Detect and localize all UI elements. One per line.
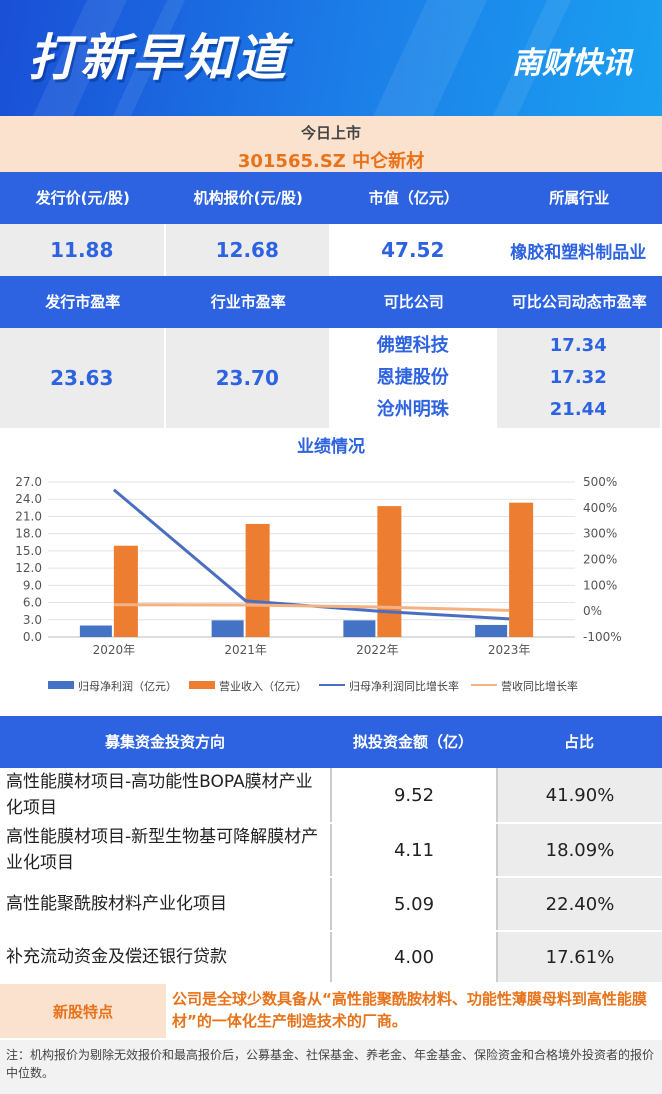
legend-label: 归母净利润同比增长率 [349,679,459,693]
bar [211,620,244,637]
header-banner: 打新早知道 南财快讯 [0,0,662,116]
y-tick-label: 18.0 [15,527,42,541]
y-tick-label: 15.0 [15,544,42,558]
project-amount: 5.09 [330,878,496,930]
header-row-1: 发行价(元/股) 机构报价(元/股) 市值（亿元） 所属行业 [0,172,662,224]
y2-tick-label: 400% [583,501,617,515]
institution-price: 12.68 [165,224,331,276]
performance-chart: 27.0 24.0 21.0 18.0 15.0 12.0 9.0 6.0 3.0 0.0 500%… [15,475,622,693]
project-pct: 22.40% [496,878,662,930]
y2-tick-label: 200% [583,553,617,567]
legend-label: 归母净利润（亿元） [78,679,177,693]
bar [113,545,138,637]
comparable-pe: 17.34 17.32 21.44 [496,328,662,428]
company-pe: 17.32 [549,367,607,388]
col-header: 募集资金投资方向 [104,733,225,751]
project-name: 高性能膜材项目-新型生物基可降解膜材产业化项目 [0,824,330,876]
col-header: 可比公司动态市盈率 [511,293,647,311]
fund-header: 募集资金投资方向 拟投资金额（亿） 占比 [0,716,662,768]
y2-tick-label: 300% [583,527,617,541]
project-amount: 4.11 [330,824,496,876]
col-header: 市值（亿元） [368,189,459,207]
project-name: 高性能聚酰胺材料产业化项目 [0,878,330,930]
x-tick-label: 2023年 [488,643,531,657]
y-tick-label: 21.0 [15,509,42,523]
col-header: 可比公司 [383,293,444,311]
feature-text: 公司是全球少数具备从“高性能聚酰胺材料、功能性薄膜母料到高性能膜材”的一体化生产… [166,984,662,1038]
project-pct: 41.90% [496,768,662,822]
col-header: 发行市盈率 [45,293,121,311]
comparable-companies: 佛塑科技 恩捷股份 沧州明珠 [331,328,497,428]
bar [377,506,402,637]
y-tick-label: 3.0 [23,613,42,627]
table-row: 高性能膜材项目-高功能性BOPA膜材产业化项目 9.52 41.90% [0,768,662,824]
feature-label: 新股特点 [0,984,166,1038]
today-listing: 今日上市 301565.SZ 中仑新材 [0,116,662,172]
y-tick-label: 6.0 [23,596,42,610]
company-name: 佛塑科技 [376,335,449,356]
chart-title: 业绩情况 [297,437,365,457]
y-tick-label: 24.0 [15,492,42,506]
bar [475,624,508,637]
y2-tick-label: 500% [583,475,617,489]
bar [509,502,534,637]
legend-swatch [48,681,74,689]
brand-logo: 南财快讯 [512,46,632,81]
company-pe: 17.34 [549,335,607,356]
legend-swatch [189,681,215,689]
series-line [112,488,510,621]
col-header: 占比 [563,733,594,751]
y-tick-label: 0.0 [23,630,42,644]
project-name: 补充流动资金及偿还银行贷款 [0,932,330,982]
today-label: 今日上市 [300,124,361,142]
y2-tick-label: 100% [583,578,617,592]
footnote: 注：机构报价为剔除无效报价和最高报价后，公募基金、社保基金、养老金、年金基金、保… [0,1040,662,1094]
y2-tick-label: -100% [583,630,622,644]
company-pe: 21.44 [549,399,607,420]
stock-name: 301565.SZ 中仑新材 [237,151,425,172]
legend-label: 营收同比增长率 [501,679,578,693]
industry: 橡胶和塑料制品业 [497,224,662,276]
market-value: 47.52 [331,224,497,276]
col-header: 行业市盈率 [210,293,286,311]
x-tick-label: 2021年 [224,643,267,657]
table-row: 补充流动资金及偿还银行贷款 4.00 17.61% [0,932,662,984]
company-name: 恩捷股份 [376,367,449,388]
y-tick-label: 12.0 [15,561,42,575]
value-row-1: 11.88 12.68 47.52 橡胶和塑料制品业 [0,224,662,276]
bar [79,625,112,637]
bar [245,523,270,637]
y-tick-label: 27.0 [15,475,42,489]
col-header: 拟投资金额（亿） [352,733,473,751]
col-header: 机构报价(元/股) [193,189,303,207]
project-amount: 4.00 [330,932,496,982]
header-row-2: 发行市盈率 行业市盈率 可比公司 可比公司动态市盈率 [0,276,662,328]
issue-price: 11.88 [0,224,166,276]
feature-row: 新股特点 公司是全球少数具备从“高性能聚酰胺材料、功能性薄膜母料到高性能膜材”的… [0,984,662,1038]
banner-title: 打新早知道 [28,29,288,87]
y2-tick-label: 0% [583,604,602,618]
value-row-2: 23.63 23.70 佛塑科技 恩捷股份 沧州明珠 17.34 17.32 2… [0,328,662,428]
project-pct: 17.61% [496,932,662,982]
y-tick-label: 9.0 [23,578,42,592]
company-name: 沧州明珠 [376,399,449,420]
table-row: 高性能膜材项目-新型生物基可降解膜材产业化项目 4.11 18.09% [0,824,662,878]
legend-label: 营业收入（亿元） [219,679,307,693]
project-pct: 18.09% [496,824,662,876]
col-header: 发行价(元/股) [35,189,130,207]
project-amount: 9.52 [330,768,496,822]
issue-pe: 23.63 [0,328,166,428]
table-row: 高性能聚酰胺材料产业化项目 5.09 22.40% [0,878,662,932]
bar [343,620,376,637]
project-name: 高性能膜材项目-高功能性BOPA膜材产业化项目 [0,768,330,822]
industry-pe: 23.70 [165,328,331,428]
series-line [113,603,510,612]
col-header: 所属行业 [549,189,610,207]
x-tick-label: 2022年 [356,643,399,657]
x-tick-label: 2020年 [93,643,136,657]
